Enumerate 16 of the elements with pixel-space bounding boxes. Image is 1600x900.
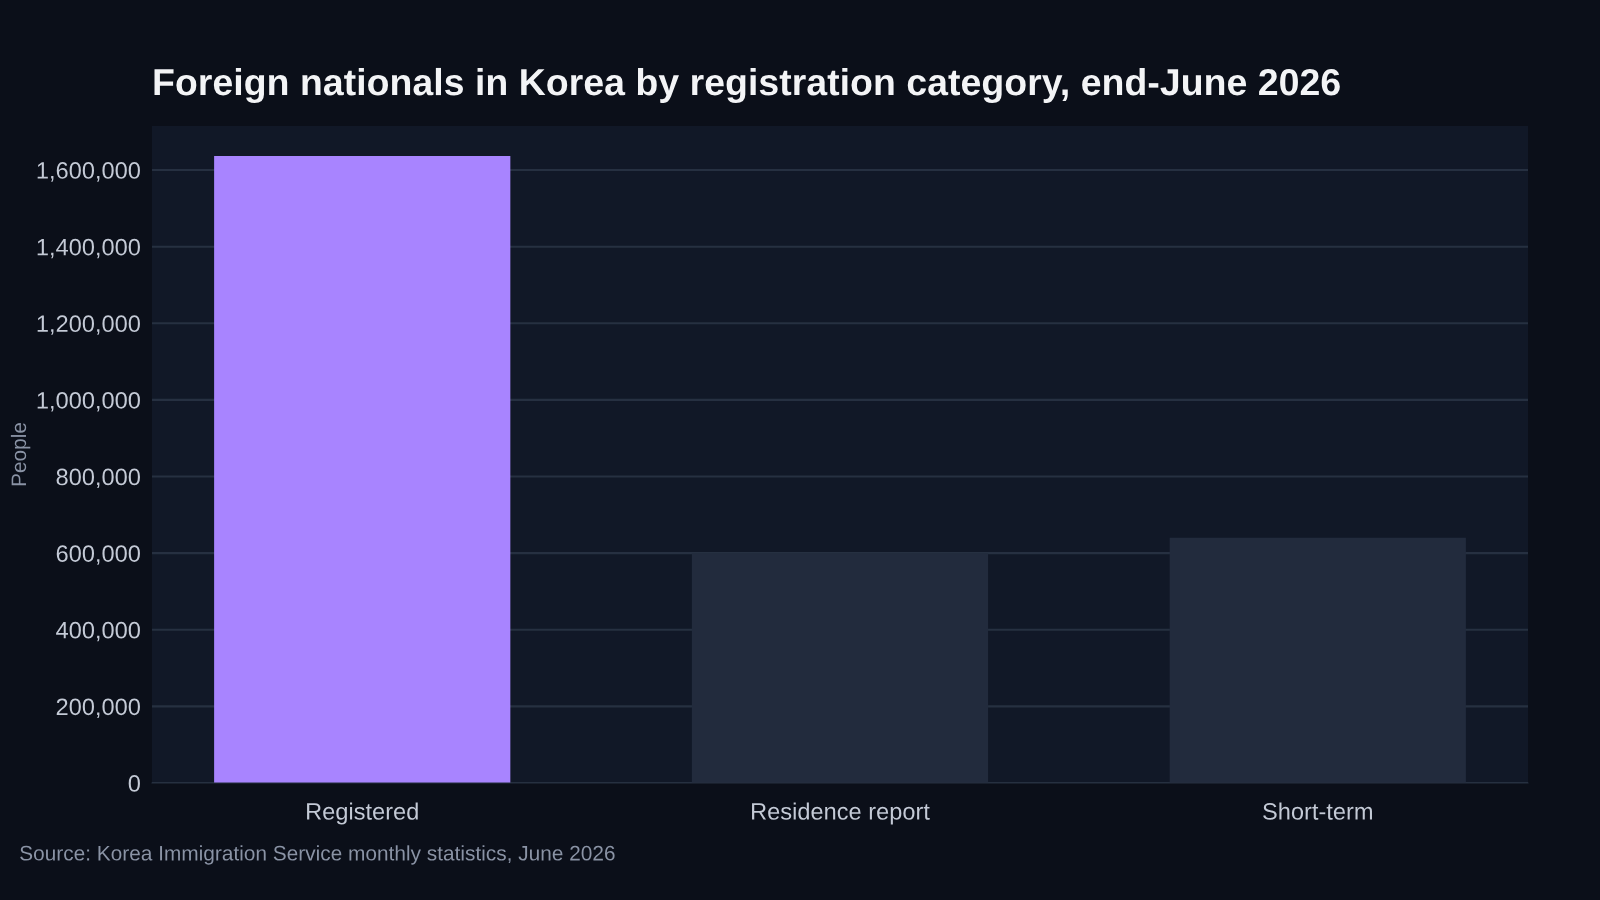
x-tick-label: Registered [307,802,418,825]
x-tick-label: Residence report [752,802,930,825]
y-tick-label: 600,000 [56,545,140,565]
y-tick-label: 1,600,000 [37,162,140,182]
y-tick-label: 1,200,000 [37,315,140,335]
y-axis-title: People [10,422,31,486]
y-tick-label: 1,000,000 [37,391,140,412]
chart-title: Foreign nationals in Korea by registration category, end-June 2026 [154,67,1340,104]
y-tick-label: 800,000 [56,468,140,489]
y-tick-label: 1,400,000 [37,238,140,259]
y-tick-label: 400,000 [56,621,140,642]
bar [214,155,511,783]
y-tick-label: 200,000 [56,698,140,718]
x-tick-label: Short-term [1263,802,1372,820]
source-note: Source: Korea Immigration Service monthly statistics, June 2026 [20,845,615,865]
y-tick-label: 0 [128,775,140,792]
